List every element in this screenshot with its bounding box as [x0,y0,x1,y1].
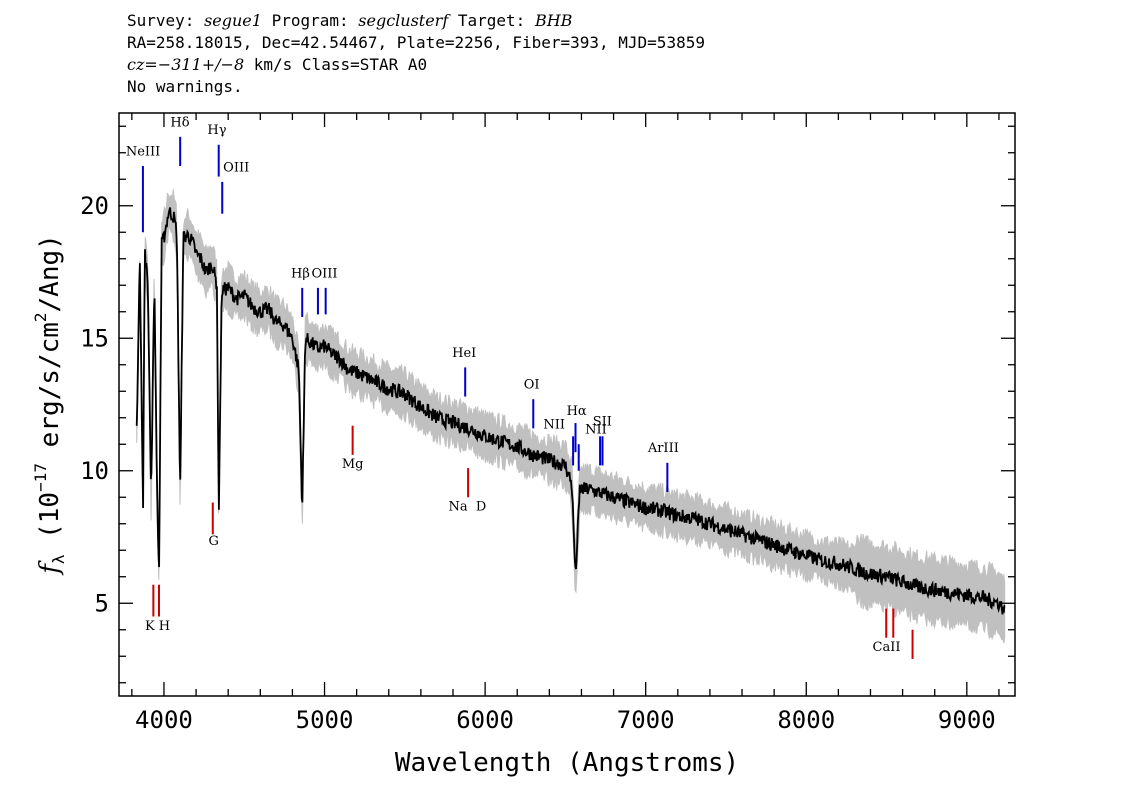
spectral-line-label: OI [524,378,540,393]
x-tick-label: 5000 [296,706,354,734]
spectral-line-label: SII [593,415,612,430]
y-axis-label-unit: (10 [35,492,65,555]
spectral-line-label: K H [145,619,170,634]
spectral-line-label: ArIII [647,441,679,456]
spectral-line-label: OIII [311,266,337,281]
noise-band-layer [136,189,1006,644]
x-tick-label: 4000 [135,706,193,734]
flux-series-layer [135,207,1006,615]
y-axis-label-exp2: 2 [31,312,50,322]
class-text: km/s Class=STAR A0 [244,55,428,74]
header-line-redshift: cz=−311+/−8 km/s Class=STAR A0 [127,54,705,76]
spectral-line-label: OIII [223,160,249,175]
spectral-line-label: NeIII [126,144,160,159]
y-tick-label: 5 [95,589,109,617]
spectral-line-label: Hβ [291,266,310,281]
spectral-line-label: CaII [873,640,901,655]
header-line-survey: Survey: segue1 Program: segclusterf Targ… [127,10,705,32]
header-line-coords: RA=258.18015, Dec=42.54467, Plate=2256, … [127,33,705,52]
redshift-value: cz=−311+/−8 [127,55,245,74]
y-tick-label: 10 [80,457,109,485]
y-tick-label: 15 [80,324,109,352]
spectral-line-label: NII [585,423,607,438]
spectral-lines-layer [141,136,914,659]
y-axis-label-exp: −17 [31,463,50,492]
y-axis-label-sub: λ [49,554,68,564]
spectral-line-label: Mg [342,457,364,472]
x-axis-label: Wavelength (Angstroms) [395,748,739,778]
survey-label: Survey: [127,11,205,30]
spectral-line-label: Na D [449,500,487,515]
program-label: Program: [261,11,359,30]
spectral-line-label: NII [543,417,565,432]
y-tick-label: 20 [80,192,109,220]
noise-band [136,189,1006,644]
spectrum-header: Survey: segue1 Program: segclusterf Targ… [127,10,705,98]
x-tick-label: 8000 [777,706,835,734]
y-axis-label-unit3: /Ang) [35,234,65,312]
spectral-line-label: Hα [567,404,587,419]
flux-line [135,207,1006,615]
plot-frame [118,112,1016,697]
spectral-line-label: Hγ [207,123,226,138]
x-tick-label: 9000 [938,706,996,734]
y-axis-label: fλ (10−17 erg/s/cm2/Ang) [31,234,68,576]
spectral-line-label: HeI [452,346,476,361]
header-line-warnings: No warnings. [127,77,243,96]
target-value: BHB [534,11,573,30]
program-value: segclusterf [358,11,449,30]
survey-value: segue1 [204,11,262,30]
spectral-line-label: G [209,534,219,549]
spectral-line-label: Hδ [170,115,189,130]
axis-ticks-layer: 4000 5000 6000 7000 8000 9000 5 10 15 20 [80,113,1015,734]
x-tick-label: 6000 [456,706,514,734]
target-label: Target: [448,11,535,30]
x-tick-label: 7000 [617,706,675,734]
y-axis-label-unit2: erg/s/cm [35,322,65,463]
